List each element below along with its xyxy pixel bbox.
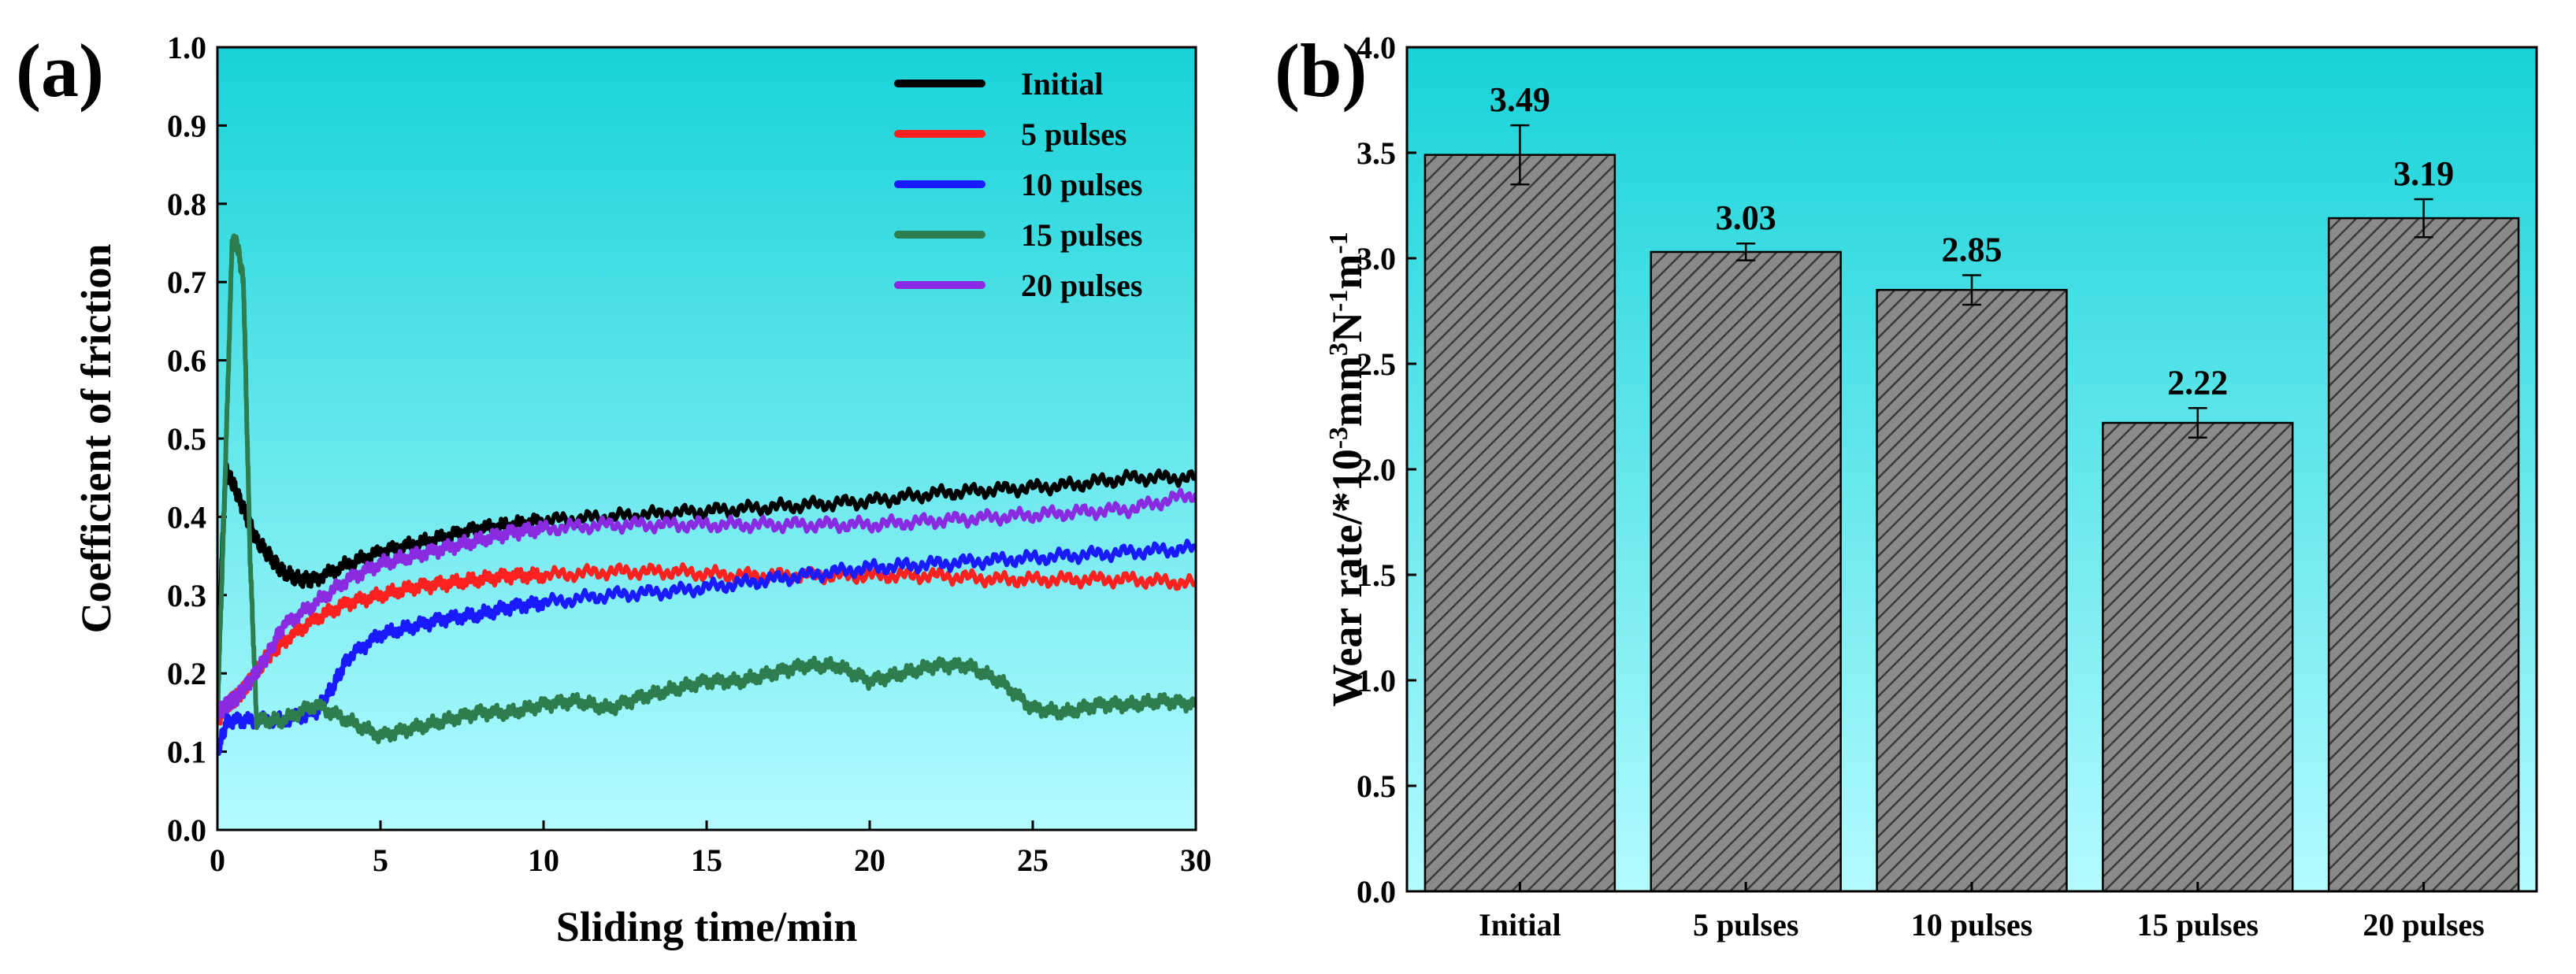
y-tick-label-b: 3.5 bbox=[1357, 135, 1396, 171]
panel-label-a: (a) bbox=[16, 28, 104, 113]
legend-label: 15 pulses bbox=[1021, 217, 1143, 253]
legend-label: Initial bbox=[1021, 66, 1103, 102]
y-tick-label-b: 4.0 bbox=[1357, 30, 1396, 65]
y-tick-label-b: 0.5 bbox=[1357, 768, 1396, 804]
x-tick-label-b: 5 pulses bbox=[1693, 907, 1799, 943]
y-tick-label-a: 0.6 bbox=[167, 343, 206, 379]
x-tick-label-b: 15 pulses bbox=[2137, 907, 2259, 943]
bar-20-pulses bbox=[2327, 217, 2520, 893]
legend-label: 5 pulses bbox=[1021, 117, 1127, 152]
y-tick-label-a: 0.1 bbox=[167, 735, 206, 770]
x-tick-label-a: 10 bbox=[528, 843, 559, 878]
x-tick-label-a: 15 bbox=[691, 843, 722, 878]
x-tick-label-a: 30 bbox=[1180, 843, 1212, 878]
y-tick-label-b: 2.0 bbox=[1357, 452, 1396, 487]
y-tick-label-b: 3.0 bbox=[1357, 241, 1396, 276]
panel-label-b: (b) bbox=[1275, 28, 1367, 113]
y-tick-label-b: 2.5 bbox=[1357, 346, 1396, 382]
x-tick-label-a: 0 bbox=[210, 843, 225, 878]
y-axis-label-a: Coefficient of friction bbox=[72, 244, 120, 634]
legend: Initial 5 pulses 10 pulses 15 pulses 20 puls… bbox=[894, 66, 1143, 303]
x-tick-label-a: 20 bbox=[854, 843, 885, 878]
plot-frame-b bbox=[1405, 46, 2538, 893]
x-tick-label-b: 10 pulses bbox=[1911, 907, 2033, 943]
wear-rate-chart: 0.0 0.5 1.0 1.5 2.0 2.5 3.0 3.5 4.0 3.49 Initial 3… bbox=[1323, 30, 2538, 943]
bar-15-pulses bbox=[2102, 421, 2294, 893]
series-line-20-pulses bbox=[217, 487, 1196, 723]
x-tick-label-a: 25 bbox=[1017, 843, 1049, 878]
series-line-initial bbox=[217, 462, 1196, 674]
y-tick-label-a: 1.0 bbox=[167, 30, 206, 65]
legend-label: 10 pulses bbox=[1021, 167, 1143, 202]
y-tick-label-a: 0.5 bbox=[167, 421, 206, 457]
y-tick-label-a: 0.7 bbox=[167, 265, 206, 300]
friction-chart: 0 5 10 15 20 25 30 0.0 0.1 0.2 0.3 0.4 0.5 0.6 0.7 0.8 0… bbox=[72, 30, 1212, 950]
x-axis-label-a: Sliding time/min bbox=[556, 903, 858, 950]
bar-value-label: 3.49 bbox=[1490, 80, 1550, 119]
bar-value-label: 2.22 bbox=[2167, 363, 2228, 402]
series-line-15-pulses bbox=[217, 233, 1196, 745]
y-axis-label-b: Wear rate/*10-3mm3N-1m-1 bbox=[1323, 231, 1371, 706]
legend-label: 20 pulses bbox=[1021, 268, 1143, 303]
bar-initial bbox=[1423, 154, 1616, 893]
bar-5-pulses bbox=[1650, 250, 1842, 893]
bar-value-label: 3.03 bbox=[1716, 198, 1776, 237]
x-tick-label-b: 20 pulses bbox=[2363, 907, 2485, 943]
plot-frame-a bbox=[216, 46, 1197, 831]
y-tick-label-b: 1.5 bbox=[1357, 557, 1396, 593]
bar-value-label: 3.19 bbox=[2393, 154, 2454, 193]
bar-value-label: 2.85 bbox=[1942, 230, 2003, 268]
y-tick-label-a: 0.9 bbox=[167, 108, 206, 143]
y-tick-label-b: 0.0 bbox=[1357, 874, 1396, 909]
x-tick-label-a: 5 bbox=[373, 843, 388, 878]
y-tick-label-a: 0.3 bbox=[167, 578, 206, 613]
x-tick-label-b: Initial bbox=[1479, 907, 1561, 943]
bar-10-pulses bbox=[1876, 288, 2068, 893]
y-tick-label-a: 0.4 bbox=[167, 499, 206, 535]
y-tick-label-a: 0.0 bbox=[167, 813, 206, 848]
plot-area-a bbox=[217, 47, 1196, 830]
y-tick-label-b: 1.0 bbox=[1357, 663, 1396, 698]
y-tick-label-a: 0.8 bbox=[167, 187, 206, 222]
y-tick-label-a: 0.2 bbox=[167, 656, 206, 691]
series-line-10-pulses bbox=[217, 539, 1196, 756]
